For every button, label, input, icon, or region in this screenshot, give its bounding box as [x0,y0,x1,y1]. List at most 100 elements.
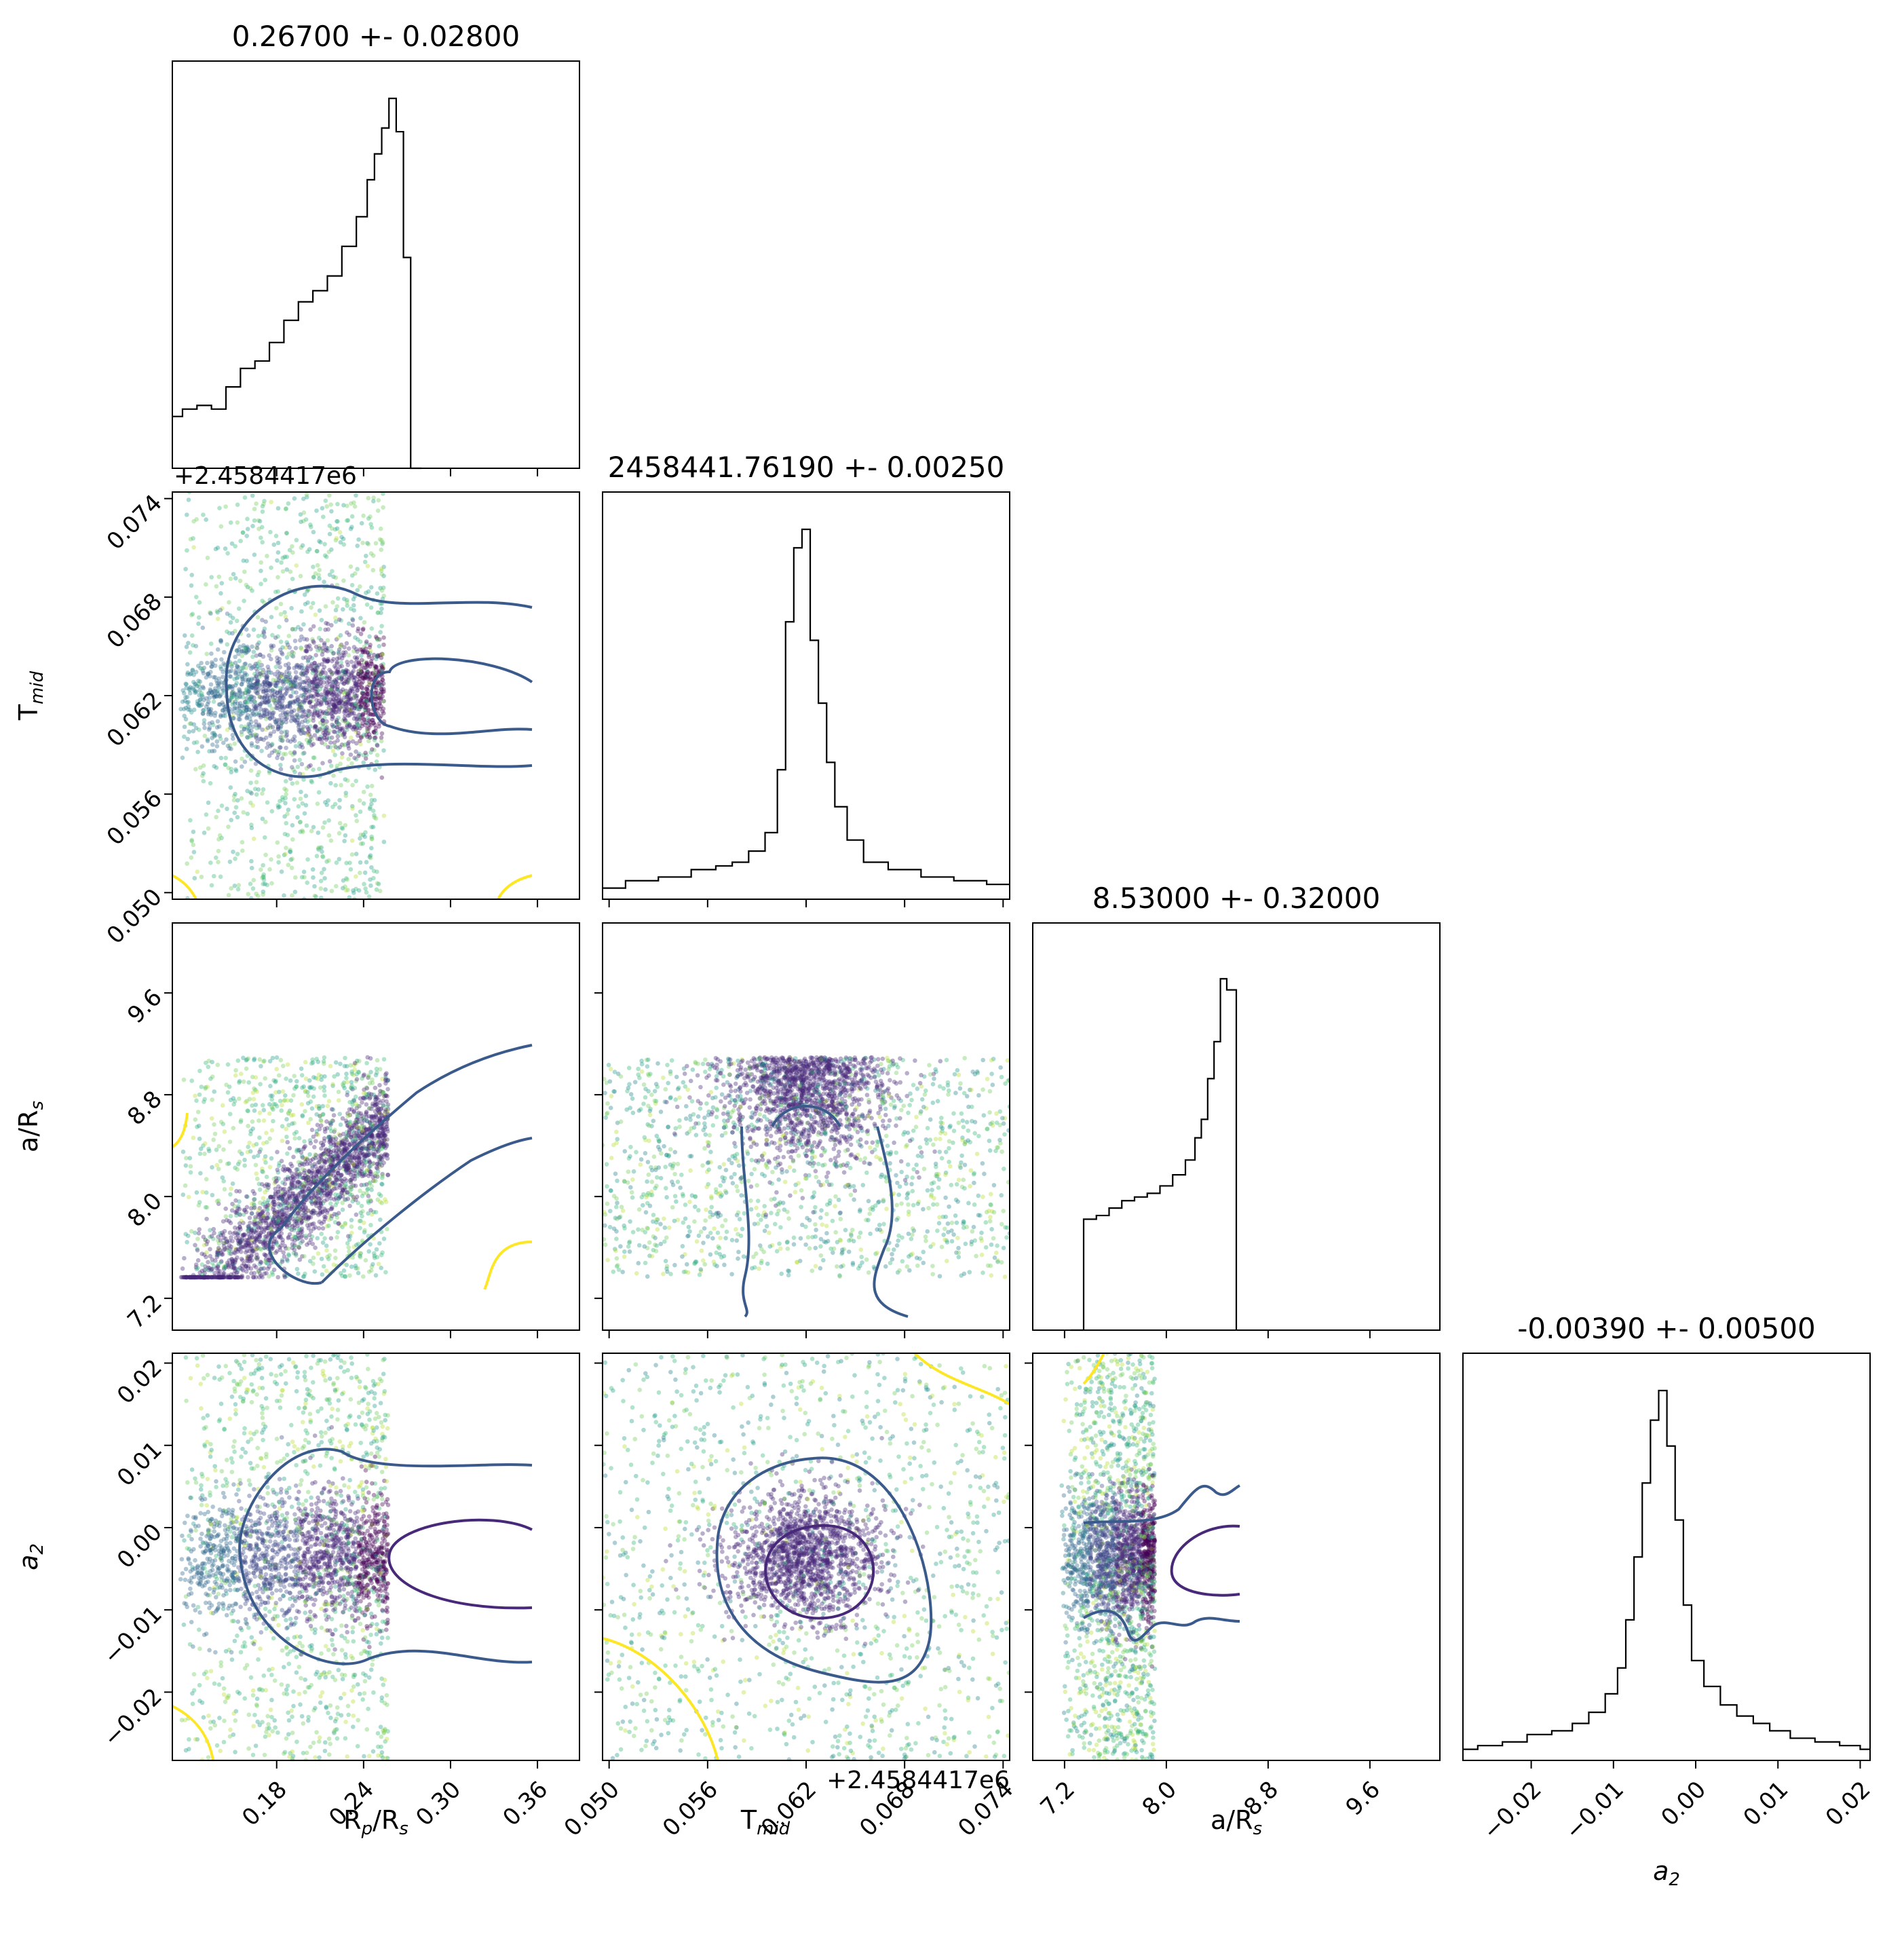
x-ticks-a2: −0.02 −0.01 0.00 0.01 0.02 [1478,1760,1876,1845]
tick-label: 0.30 [411,1776,466,1832]
histogram-ars: 8.53000 +- 0.32000 [1032,882,1441,1332]
panel-frame [172,1353,580,1761]
tick-label: 0.36 [497,1776,553,1832]
contour-line [764,1524,875,1620]
x-axis-label-tmid: Tmid [740,1805,791,1839]
tick-label: −0.01 [98,1601,168,1670]
contour-line [267,1227,322,1285]
tick-label: 0.056 [658,1776,723,1842]
density-contours [172,1448,533,1760]
panel-title: 2458441.76190 +- 0.00250 [608,451,1005,484]
tick-label: 0.050 [559,1776,625,1842]
density-contours [1082,1353,1241,1642]
y-axis-label-tmid: Tmid [14,671,47,721]
contour-line [280,1044,533,1230]
histogram-line [1463,1389,1870,1750]
x-offset-label: +2.4584417e6 [826,1767,1010,1794]
scatter-points [178,1353,391,1760]
contour-line [715,1456,933,1684]
scatter-rp-vs-a2 [172,1353,580,1761]
histogram-tmid: 2458441.76190 +- 0.00250 [602,451,1010,900]
y-tick-marks [594,1362,603,1693]
contour-line [1083,1609,1240,1642]
contour-line [740,1126,750,1318]
panel-frame [1032,1353,1441,1761]
panel-title: 0.26700 +- 0.02800 [232,20,520,53]
tick-label: 0.062 [102,686,168,752]
contour-line [1083,1484,1241,1524]
scatter-points [603,1055,1010,1279]
panel-frame [172,60,580,469]
x-ticks-rp [275,1330,539,1338]
tick-label: 7.2 [122,1289,168,1335]
panel-title: 8.53000 +- 0.32000 [1092,882,1380,915]
tick-label: 0.00 [1656,1776,1711,1832]
tick-label: 9.6 [122,984,168,1030]
scatter-points [178,492,387,899]
histogram-line [603,528,1010,889]
histogram-rp: 0.26700 +- 0.02800 [172,20,580,470]
y-offset-label: +2.4584417e6 [174,462,357,490]
scatter-points [178,1055,391,1280]
y-axis-label-a2: a2 [14,1543,47,1570]
density-contours [172,584,533,899]
scatter-rp-vs-ars [172,922,580,1331]
density-contours [172,1044,533,1290]
density-contours [603,1353,1010,1760]
tick-label: −0.02 [1478,1776,1547,1845]
contour-line [603,1637,719,1760]
tick-label: 0.01 [1738,1776,1794,1832]
tick-label: −0.02 [98,1683,168,1752]
tick-label: 8.0 [1137,1776,1183,1821]
scatter-ars-vs-a2 [1032,1353,1441,1761]
tick-label: 8.0 [122,1188,168,1233]
y-axis-label-ars: a/Rs [14,1101,47,1152]
y-tick-marks [1025,1362,1033,1693]
contour-line [370,657,533,736]
x-ticks-ars [1063,1330,1371,1338]
contour-line [913,1353,1010,1405]
y-ticks-tmid: 0.050 0.056 0.062 0.068 0.074 [102,489,172,949]
histogram-a2: -0.00390 +- 0.00500 [1462,1312,1871,1761]
contour-line [238,1448,533,1665]
y-ticks-ars: 7.2 8.0 8.8 9.6 [122,984,172,1335]
tick-label: 0.068 [102,588,168,654]
contour-line [172,1705,214,1760]
density-contours [740,1105,909,1318]
tick-label: 0.02 [112,1354,168,1410]
tick-label: 0.02 [1821,1776,1876,1832]
histogram-line [172,97,422,470]
contour-line [873,1126,909,1318]
tick-label: 0.18 [237,1776,292,1832]
scatter-points [1059,1353,1158,1760]
x-ticks-rp [275,468,539,476]
contour-line [172,874,197,899]
contour-line [320,1137,533,1284]
tick-label: 7.2 [1035,1776,1081,1821]
tick-label: 8.8 [122,1086,168,1131]
tick-label: −0.01 [1560,1776,1629,1845]
x-axis-label-a2: a2 [1653,1856,1680,1890]
contour-line [1082,1353,1105,1385]
contour-line [1170,1524,1240,1597]
contour-line [225,584,533,778]
contour-line [172,1112,189,1148]
x-ticks-tmid [608,899,1004,907]
histogram-line [1071,978,1238,1332]
x-axis-label-ars: a/Rs [1211,1805,1262,1839]
tick-label: 0.050 [102,884,168,949]
x-ticks-tmid [608,1330,1004,1338]
tick-label: 0.00 [112,1518,168,1574]
contour-line [771,1105,841,1127]
y-ticks-a2: −0.02 −0.01 0.00 0.01 0.02 [98,1354,172,1752]
contour-line [497,874,533,899]
tick-label: 9.6 [1341,1776,1386,1821]
x-ticks-rp [275,899,539,907]
scatter-tmid-vs-ars [602,922,1010,1331]
tick-label: 0.01 [112,1436,168,1492]
y-tick-marks [594,992,603,1300]
tick-label: 0.056 [102,785,168,851]
panel-frame [172,922,580,1331]
scatter-points [603,1353,1010,1760]
